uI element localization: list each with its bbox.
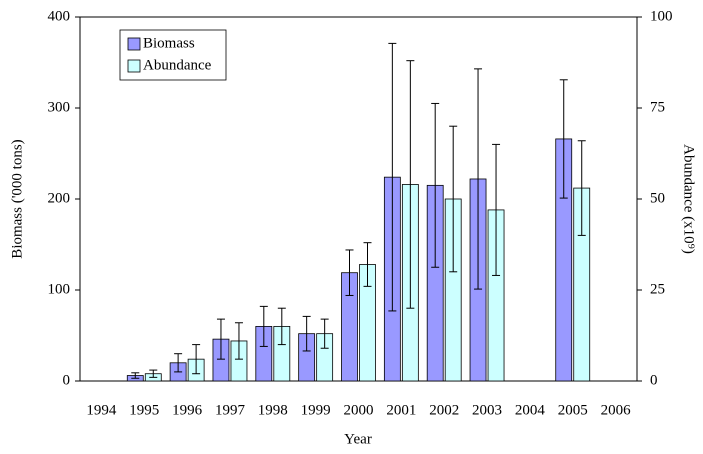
legend-swatch <box>127 59 141 73</box>
error-bar <box>192 344 201 375</box>
error-bar <box>577 140 586 236</box>
y-axis-label: Biomass ('000 tons) <box>9 139 25 258</box>
x-tick-label: 2002 <box>429 402 459 418</box>
y2-axis-label: Abundance (x10⁹) <box>681 144 697 254</box>
legend-swatch <box>127 37 141 51</box>
x-tick-label: 1998 <box>258 402 288 418</box>
y-tick-label: 300 <box>48 99 71 115</box>
x-tick-label: 2006 <box>601 402 632 418</box>
x-tick-label: 1994 <box>86 402 117 418</box>
x-axis-label: Year <box>344 431 372 447</box>
error-bar <box>259 305 268 347</box>
error-bar <box>277 307 286 346</box>
y2-tick-label: 50 <box>650 190 665 206</box>
error-bar <box>431 102 440 268</box>
error-bar <box>174 353 183 373</box>
error-bar <box>406 60 415 309</box>
y2-tick-label: 75 <box>650 99 665 115</box>
x-tick-label: 2005 <box>558 402 588 418</box>
legend-label: Abundance <box>143 57 212 73</box>
error-bar <box>492 143 501 276</box>
y-tick-label: 100 <box>48 281 71 297</box>
y-tick-label: 200 <box>48 190 71 206</box>
error-bar <box>345 249 354 296</box>
error-bar <box>320 318 329 349</box>
error-bar <box>234 322 243 360</box>
error-bar <box>216 318 225 360</box>
error-bar <box>559 79 568 199</box>
x-tick-label: 2001 <box>386 402 416 418</box>
error-bar <box>474 68 483 290</box>
error-bar <box>449 125 458 273</box>
y-tick-label: 400 <box>48 8 71 24</box>
x-tick-label: 2003 <box>472 402 502 418</box>
y2-tick-label: 25 <box>650 281 665 297</box>
error-bar <box>302 315 311 352</box>
y2-tick-label: 100 <box>650 8 673 24</box>
legend-label: Biomass <box>143 35 195 51</box>
x-tick-label: 1997 <box>215 402 246 418</box>
error-bar <box>388 42 397 312</box>
error-bar <box>149 369 158 378</box>
x-tick-label: 1995 <box>129 402 159 418</box>
x-tick-label: 1999 <box>301 402 331 418</box>
x-tick-label: 2004 <box>515 402 546 418</box>
x-tick-label: 1996 <box>172 402 203 418</box>
x-tick-label: 2000 <box>344 402 374 418</box>
error-bar <box>363 242 372 287</box>
error-bar <box>131 372 140 379</box>
y-tick-label: 0 <box>63 372 71 388</box>
y2-tick-label: 0 <box>650 372 658 388</box>
